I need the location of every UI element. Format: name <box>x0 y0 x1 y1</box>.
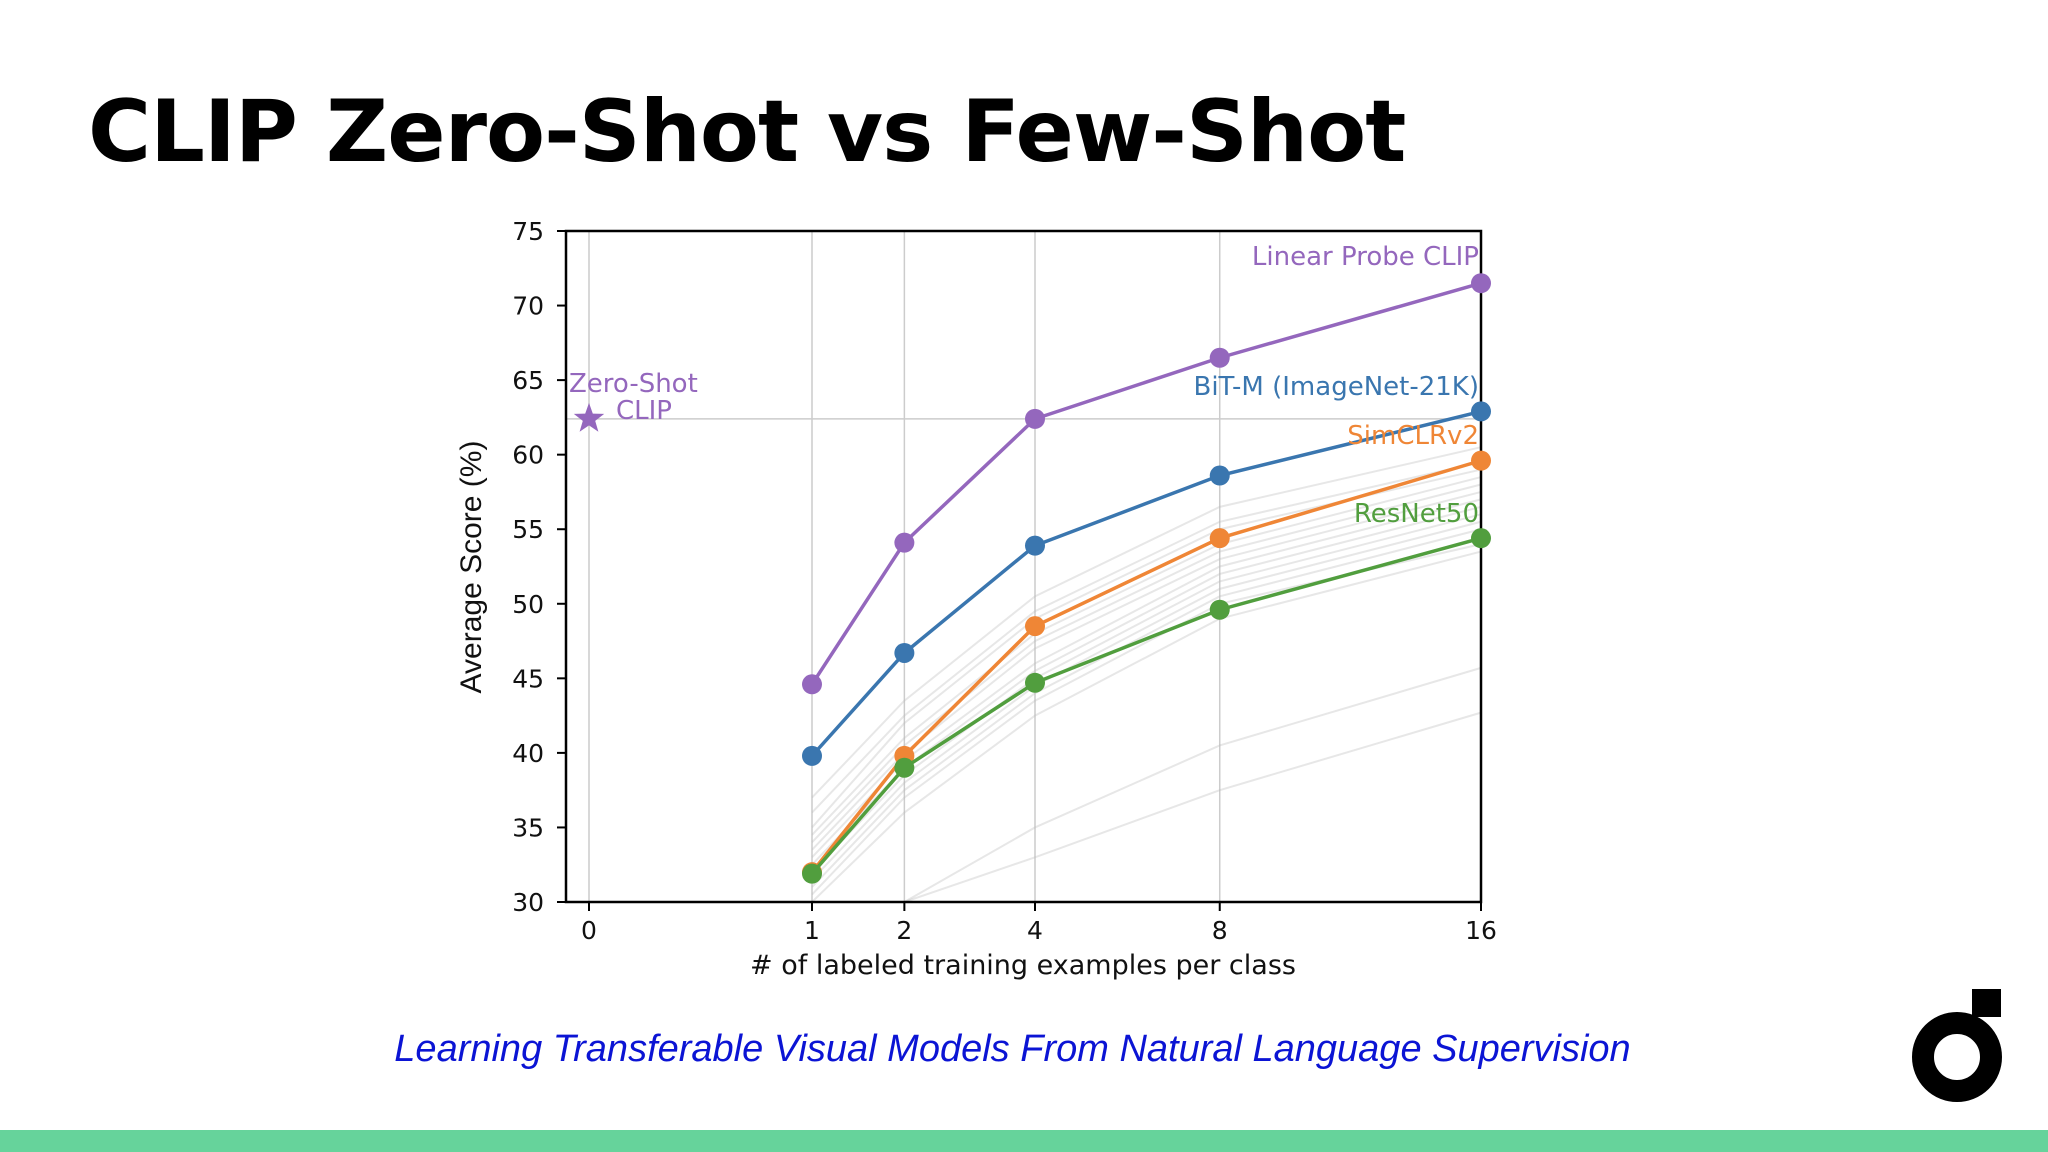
data-point <box>1471 450 1491 471</box>
x-tick-label: 2 <box>896 916 912 945</box>
y-tick-label: 30 <box>512 888 544 917</box>
series-line-1 <box>810 409 1482 758</box>
slide-title: CLIP Zero-Shot vs Few-Shot <box>88 82 1406 182</box>
brand-logo-icon <box>1912 989 2002 1102</box>
y-tick-label: 65 <box>512 366 544 395</box>
chart-grid <box>566 231 1482 902</box>
y-tick-label: 50 <box>512 590 544 619</box>
series-line-0 <box>810 281 1482 686</box>
y-tick-label: 70 <box>512 292 544 321</box>
background-series-line <box>811 550 1482 903</box>
background-series-line <box>811 505 1482 866</box>
data-point <box>1471 528 1491 549</box>
data-point <box>1025 672 1045 693</box>
data-point <box>1025 408 1045 429</box>
background-series-line <box>811 498 1482 858</box>
background-series-line <box>811 483 1482 844</box>
data-point <box>802 863 822 884</box>
y-tick-label: 55 <box>512 515 544 544</box>
data-point <box>1209 465 1230 486</box>
data-point <box>1025 616 1045 637</box>
data-point <box>1471 273 1491 294</box>
background-series-line <box>811 543 1482 896</box>
background-series-line <box>811 528 1482 888</box>
y-axis-label: Average Score (%) <box>455 441 488 694</box>
zero-shot-star-marker <box>573 402 605 432</box>
data-point <box>1209 347 1230 368</box>
data-point <box>1209 528 1230 549</box>
background-series-line <box>811 520 1482 881</box>
series-label: Linear Probe CLIP <box>1252 242 1479 272</box>
plot-frame <box>564 229 1483 904</box>
series-lines <box>573 273 1491 884</box>
x-tick-label: 8 <box>1212 916 1228 945</box>
zero-shot-label: Zero-Shot <box>569 369 698 399</box>
data-point <box>894 757 915 778</box>
x-tick-label: 4 <box>1027 916 1043 945</box>
series-labels: Linear Probe CLIP BiT-M (ImageNet-21K) Sim… <box>569 242 1479 529</box>
y-tick-label: 75 <box>512 217 544 246</box>
x-tick-label: 1 <box>804 916 820 945</box>
x-axis-label: # of labeled training examples per class <box>750 950 1296 981</box>
data-point <box>1471 401 1491 422</box>
background-series-line <box>811 490 1482 851</box>
x-tick-label: 0 <box>581 916 597 945</box>
paper-title-link[interactable]: Learning Transferable Visual Models From… <box>394 1028 1631 1070</box>
data-point <box>1025 535 1045 556</box>
data-point <box>802 674 822 695</box>
y-tick-label: 60 <box>512 441 544 470</box>
series-line-3 <box>810 536 1482 875</box>
axis-ticks: 30 35 40 45 50 55 60 65 70 75 0 1 2 4 8 16 <box>512 217 1497 945</box>
background-series-line <box>811 461 1482 814</box>
series-label: SimCLRv2 <box>1347 421 1479 451</box>
y-tick-label: 40 <box>512 739 544 768</box>
data-point <box>894 642 915 663</box>
series-label: BiT-M (ImageNet-21K) <box>1193 372 1479 402</box>
bottom-accent-bar <box>0 1130 2048 1152</box>
zero-shot-label: CLIP <box>616 396 672 426</box>
series-label: ResNet50 <box>1354 499 1479 529</box>
data-point <box>802 745 822 766</box>
background-series-line <box>811 446 1482 799</box>
y-tick-label: 35 <box>512 813 544 842</box>
x-tick-label: 16 <box>1465 916 1497 945</box>
data-point <box>894 532 915 553</box>
y-tick-label: 45 <box>512 664 544 693</box>
data-point <box>1209 599 1230 620</box>
